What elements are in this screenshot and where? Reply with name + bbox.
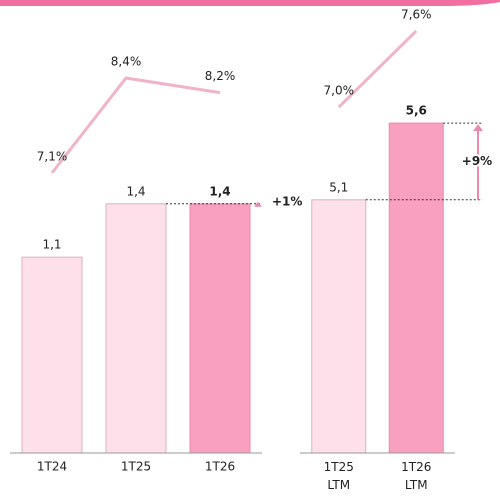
arrow	[254, 201, 262, 207]
line-value-label: 8,4%	[111, 55, 142, 69]
bar-value-label: 5,1	[329, 180, 348, 194]
line-value-label: 8,2%	[205, 69, 236, 83]
line-value-label: 7,6%	[401, 7, 432, 21]
annotation: +9%	[462, 154, 492, 168]
bar-value-label: 1,1	[42, 238, 61, 252]
x-tick-label: 1T26 LTM	[401, 460, 431, 492]
top-band	[0, 0, 500, 6]
arrow-head	[473, 124, 483, 132]
line-value-label: 7,1%	[37, 149, 68, 163]
bar	[105, 203, 167, 454]
x-tick-label: 1T25 LTM	[324, 460, 354, 492]
bar	[189, 203, 251, 454]
x-tick-label: 1T26	[205, 460, 235, 474]
bar-value-label: 1,4	[126, 184, 145, 198]
bar	[311, 199, 367, 454]
bar-value-label: 5,6	[406, 104, 427, 118]
line	[337, 29, 418, 109]
bar-value-label: 1,4	[209, 184, 230, 198]
x-tick-label: 1T25	[121, 460, 151, 474]
line-value-label: 7,0%	[324, 84, 355, 98]
bar	[388, 122, 444, 454]
line	[50, 76, 221, 174]
x-tick-label: 1T24	[37, 460, 67, 474]
annotation: +1%	[272, 194, 302, 208]
bar	[21, 256, 83, 454]
